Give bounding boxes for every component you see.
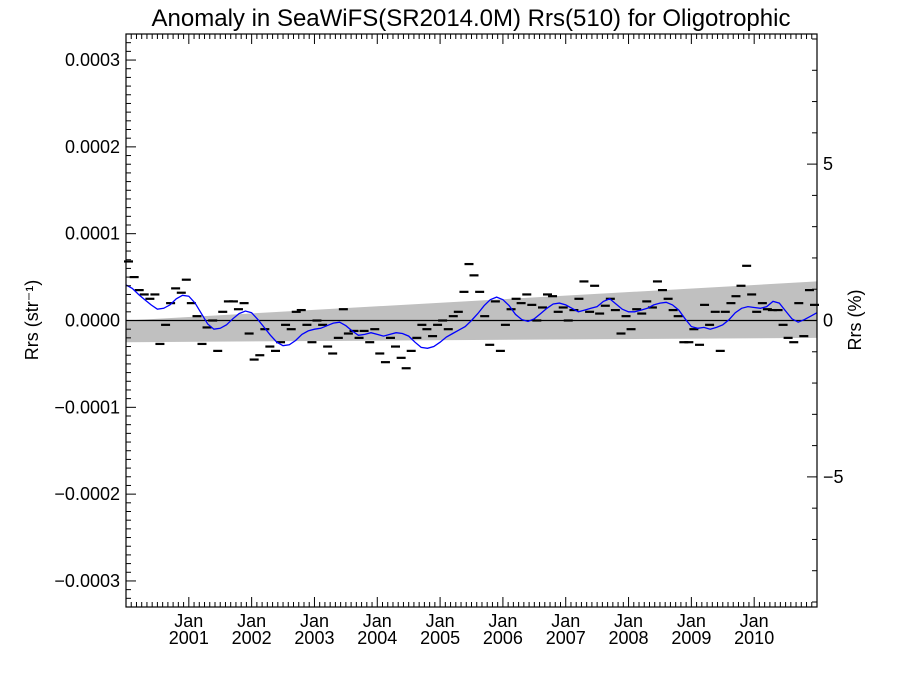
trend-band	[126, 281, 817, 343]
chart-title: Anomaly in SeaWiFS(SR2014.0M) Rrs(510) f…	[152, 5, 791, 32]
x-tick-label-month: Jan	[740, 611, 769, 631]
smooth-line-layer	[125, 284, 818, 349]
x-tick-label-month: Jan	[614, 611, 643, 631]
x-tick-label-year: 2002	[232, 628, 272, 648]
left-tick-label: 0.0003	[65, 50, 120, 70]
x-tick-label-year: 2010	[734, 628, 774, 648]
x-tick-label-year: 2008	[609, 628, 649, 648]
left-tick-label: −0.0001	[54, 397, 120, 417]
x-tick-label-month: Jan	[551, 611, 580, 631]
x-tick-label-month: Jan	[300, 611, 329, 631]
left-tick-label: 0.0001	[65, 224, 120, 244]
x-tick-label-month: Jan	[426, 611, 455, 631]
x-tick-label-month: Jan	[237, 611, 266, 631]
y-axis-label-right: Rrs (%)	[845, 290, 865, 351]
x-tick-label-year: 2001	[169, 628, 209, 648]
right-tick-label: −5	[823, 467, 844, 487]
right-axis: 5 0 −5	[807, 38, 844, 603]
left-tick-label: 0.0000	[65, 311, 120, 331]
x-tick-label-year: 2004	[357, 628, 397, 648]
x-tick-label-year: 2006	[483, 628, 523, 648]
x-tick-label-year: 2009	[671, 628, 711, 648]
x-tick-label-month: Jan	[174, 611, 203, 631]
x-tick-label-month: Jan	[488, 611, 517, 631]
x-tick-label-month: Jan	[363, 611, 392, 631]
left-tick-label: −0.0003	[54, 571, 120, 591]
smoothed-series-line	[125, 284, 818, 349]
y-axis-label-left: Rrs (str⁻¹)	[22, 280, 42, 360]
x-tick-label-year: 2007	[546, 628, 586, 648]
x-tick-label-month: Jan	[677, 611, 706, 631]
x-tick-label-year: 2005	[420, 628, 460, 648]
marker-layer	[124, 260, 819, 370]
left-tick-label: 0.0002	[65, 137, 120, 157]
trend-band-layer	[126, 281, 817, 343]
right-tick-label: 0	[823, 311, 833, 331]
x-tick-label-year: 2003	[294, 628, 334, 648]
left-tick-label: −0.0002	[54, 484, 120, 504]
left-axis: 0.0003 0.0002 0.0001 0.0000 −0.0001 −0.0002 −0…	[54, 42, 136, 608]
x-axis: Jan2001Jan2002Jan2003Jan2004Jan2005Jan20…	[130, 34, 813, 648]
right-tick-label: 5	[823, 154, 833, 174]
